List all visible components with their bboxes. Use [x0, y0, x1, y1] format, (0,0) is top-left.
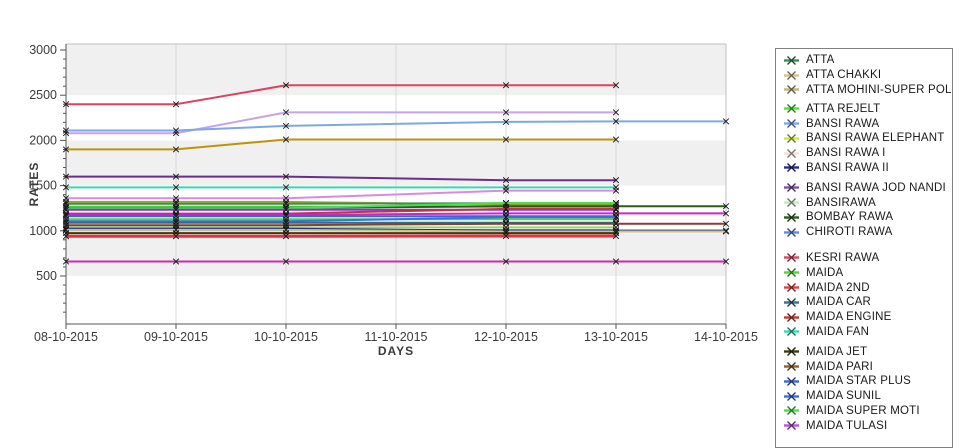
- legend-line-x-marker: [784, 376, 800, 387]
- chart-legend: ATTA ATTA CHAKKI ATTA MOHINI-SUPER POLO ATT…: [775, 48, 953, 448]
- x-tick-label: 08-10-2015: [34, 330, 98, 344]
- legend-item-label: MAIDA FAN: [806, 326, 869, 338]
- legend-item-maida-jet: MAIDA JET: [784, 344, 952, 359]
- legend-item-maida: MAIDA: [784, 265, 952, 280]
- legend-line-x-marker: [784, 118, 800, 129]
- legend-item-label: MAIDA CAR: [806, 296, 871, 308]
- legend-line-x-marker: [784, 405, 800, 416]
- x-axis-title: DAYS: [378, 344, 414, 358]
- legend-item-label: MAIDA STAR PLUS: [806, 375, 911, 387]
- legend-item-label: ATTA CHAKKI: [806, 69, 881, 81]
- legend-item-label: MAIDA ENGINE: [806, 311, 891, 323]
- x-tick-label: 14-10-2015: [694, 330, 758, 344]
- legend-line-x-marker: [784, 282, 800, 293]
- legend-item-label: BANSIRAWA: [806, 197, 876, 209]
- legend-item-maida-sunil: MAIDA SUNIL: [784, 389, 952, 404]
- legend-line-x-marker: [784, 84, 800, 95]
- legend-item-label: BANSI RAWA I: [806, 147, 886, 159]
- legend-item-maida-star-plus: MAIDA STAR PLUS: [784, 374, 952, 389]
- y-axis-title: RATES: [27, 162, 41, 207]
- legend-item-label: CHIROTI RAWA: [806, 226, 893, 238]
- legend-item-bansi-rawa: BANSI RAWA: [784, 116, 952, 131]
- legend-item-maida-tulasi: MAIDA TULASI: [784, 418, 952, 433]
- legend-line-x-marker: [784, 297, 800, 308]
- legend-item-bansirawa: BANSIRAWA: [784, 195, 952, 210]
- legend-line-x-marker: [784, 197, 800, 208]
- legend-item-label: ATTA REJELT: [806, 103, 880, 115]
- legend-item-label: MAIDA SUNIL: [806, 390, 881, 402]
- legend-item-kesri-rawa: KESRI RAWA: [784, 251, 952, 266]
- legend-item-maida-2nd: MAIDA 2ND: [784, 280, 952, 295]
- legend-item-chiroti-rawa: CHIROTI RAWA: [784, 225, 952, 240]
- legend-line-x-marker: [784, 148, 800, 159]
- legend-line-x-marker: [784, 212, 800, 223]
- legend-item-label: KESRI RAWA: [806, 252, 879, 264]
- legend-line-x-marker: [784, 103, 800, 114]
- legend-item-maida-car: MAIDA CAR: [784, 295, 952, 310]
- legend-line-x-marker: [784, 346, 800, 357]
- x-tick-label: 10-10-2015: [254, 330, 318, 344]
- x-tick-label: 09-10-2015: [144, 330, 208, 344]
- page: { "page": { "background": "#ffffff" }, "…: [0, 0, 975, 429]
- legend-item-label: BOMBAY RAWA: [806, 211, 893, 223]
- legend-line-x-marker: [784, 326, 800, 337]
- legend-item-label: MAIDA 2ND: [806, 282, 870, 294]
- legend-item-label: MAIDA: [806, 267, 843, 279]
- legend-item-maida-pari: MAIDA PARI: [784, 359, 952, 374]
- legend-item-label: MAIDA JET: [806, 346, 867, 358]
- y-tick-label: 3000: [29, 43, 57, 57]
- legend-item-label: BANSI RAWA: [806, 118, 879, 130]
- legend-line-x-marker: [784, 182, 800, 193]
- y-tick-label: 2500: [29, 88, 57, 102]
- legend-item-atta: ATTA: [784, 53, 952, 68]
- legend-line-x-marker: [784, 267, 800, 278]
- legend-item-bansi-rawa-jod-nandi: BANSI RAWA JOD NANDI: [784, 180, 952, 195]
- legend-line-x-marker: [784, 70, 800, 81]
- legend-item-label: MAIDA TULASI: [806, 420, 887, 432]
- legend-item-bansi-rawa-ii: BANSI RAWA II: [784, 161, 952, 176]
- y-tick-label: 1000: [29, 224, 57, 238]
- legend-item-label: MAIDA SUPER MOTI: [806, 405, 920, 417]
- x-tick-label: 13-10-2015: [584, 330, 648, 344]
- y-tick-label: 500: [36, 269, 57, 283]
- legend-item-label: BANSI RAWA II: [806, 162, 889, 174]
- legend-item-atta-rejelt: ATTA REJELT: [784, 101, 952, 116]
- legend-line-x-marker: [784, 420, 800, 431]
- legend-item-bansi-rawa-i: BANSI RAWA I: [784, 146, 952, 161]
- legend-item-maida-fan: MAIDA FAN: [784, 325, 952, 340]
- legend-line-x-marker: [784, 252, 800, 263]
- y-tick-label: 2000: [29, 133, 57, 147]
- legend-item-maida-engine: MAIDA ENGINE: [784, 310, 952, 325]
- legend-item-label: ATTA: [806, 54, 834, 66]
- x-tick-label: 11-10-2015: [364, 330, 427, 344]
- legend-line-x-marker: [784, 391, 800, 402]
- legend-item-maida-super-moti: MAIDA SUPER MOTI: [784, 404, 952, 419]
- legend-item-label: BANSI RAWA JOD NANDI: [806, 182, 946, 194]
- legend-line-x-marker: [784, 227, 800, 238]
- legend-line-x-marker: [784, 361, 800, 372]
- legend-item-bansi-rawa-elephant: BANSI RAWA ELEPHANT: [784, 131, 952, 146]
- legend-line-x-marker: [784, 55, 800, 66]
- legend-item-label: ATTA MOHINI-SUPER POLO: [806, 84, 953, 96]
- legend-item-bombay-rawa: BOMBAY RAWA: [784, 210, 952, 225]
- legend-item-label: MAIDA PARI: [806, 361, 873, 373]
- legend-item-atta-chakki: ATTA CHAKKI: [784, 68, 952, 83]
- x-tick-label: 12-10-2015: [474, 330, 538, 344]
- legend-line-x-marker: [784, 312, 800, 323]
- legend-item-atta-mohini-super-polo: ATTA MOHINI-SUPER POLO: [784, 83, 952, 98]
- legend-line-x-marker: [784, 133, 800, 144]
- legend-item-label: BANSI RAWA ELEPHANT: [806, 132, 944, 144]
- legend-line-x-marker: [784, 162, 800, 173]
